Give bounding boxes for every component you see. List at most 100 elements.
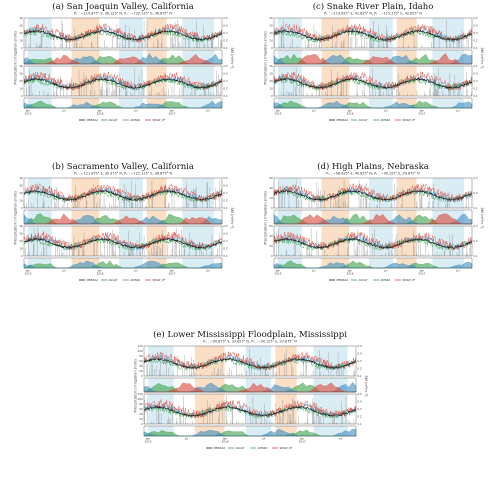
merra2-series-1-p1 <box>23 189 223 201</box>
ylabel-precip-3: Precipitation / Irrigation (mm) <box>264 191 268 245</box>
y-right-tick-4-p1-2: 0.3 <box>357 359 362 363</box>
y-right-tick-2-p2-3: 0.4 <box>473 72 478 76</box>
y-right-tick-4-p2-1: 0.2 <box>357 415 362 419</box>
y-right-tick-1-p1-3: 0.4 <box>223 184 228 188</box>
x-tick-0-4-1: 2017 <box>168 112 175 116</box>
y-left-tick-2-p2-4: 40 <box>269 64 273 68</box>
legend-label-merra2-3: MERRA2 <box>337 278 349 282</box>
strip-frame-2-p2 <box>273 97 473 109</box>
y-right-tick-3-p1-1: 0.2 <box>473 191 478 195</box>
axes-frame-1-p1 <box>23 177 223 209</box>
amsr2-series-0-p1 <box>23 28 223 44</box>
y-right-tick-4-p1-4: 0.5 <box>357 344 362 348</box>
y-right-tick-1-p1-0: 0.1 <box>223 206 228 210</box>
panel-title-2: (c) Snake River Plain, Idaho <box>313 1 434 12</box>
y-right-tick-0-p2-3: 0.4 <box>223 72 228 76</box>
x-tick-2-2-0: Jan <box>347 109 353 113</box>
y-left-tick-4-p2-3: 60 <box>139 407 143 411</box>
panel-title-0: (a) San Joaquin Valley, California <box>52 1 193 12</box>
legend-label-amsr2-2: AMSR2 <box>381 118 391 122</box>
y-left-tick-1-p1-0: 0 <box>21 206 23 210</box>
y-left-tick-3-p2-0: 0 <box>271 254 273 258</box>
y-right-tick-0-p1-4: 0.5 <box>223 16 228 20</box>
season-shade-4-p1-0 <box>148 346 174 376</box>
merra2-series-2-p2 <box>273 77 473 90</box>
y-left-tick-0-p2-2: 20 <box>19 79 23 83</box>
y-right-tick-1-p2-0: 0.1 <box>223 254 228 258</box>
y-right-tick-3-p2-2: 0.3 <box>473 224 478 228</box>
y-left-tick-4-p2-1: 20 <box>139 417 143 421</box>
smap-series-2-p1 <box>273 23 473 43</box>
y-right-tick-1-p2-4: 0.5 <box>223 224 228 228</box>
y-right-tick-1-p1-1: 0.2 <box>223 199 228 203</box>
x-tick-1-3-0: Jul <box>133 269 138 273</box>
legend-label-merra2-4: MERRA2 <box>214 446 226 450</box>
y-right-tick-3-p1-0: 0.1 <box>473 206 478 210</box>
legend-label-ascat-2: ASCAT <box>359 118 368 122</box>
panel-coords-0: P₁ : −119.875° E, 36.125° N, P₂ : −120.1… <box>74 12 172 16</box>
y-left-tick-2-p1-0: 0 <box>271 46 273 50</box>
y-left-tick-2-p1-2: 20 <box>269 31 273 35</box>
smap-series-4-p2 <box>143 399 357 419</box>
merra2-series-3-p2 <box>273 237 473 250</box>
y-left-tick-0-p1-1: 10 <box>19 39 23 43</box>
x-tick-2-5-0: Jul <box>455 109 460 113</box>
x-tick-0-4-0: Jan <box>169 109 175 113</box>
x-tick-2-4-1: 2017 <box>418 112 425 116</box>
y-right-tick-4-p2-3: 0.4 <box>357 400 362 404</box>
y-left-tick-0-p1-3: 30 <box>19 24 23 28</box>
panel-coords-4: P₁ : −90.875° E, 33.625° N, P₂ : −90.125… <box>203 340 297 344</box>
y-right-tick-0-p2-0: 0.1 <box>223 94 228 98</box>
legend-label-smap-4: SMAP_VF <box>280 446 293 450</box>
y-right-tick-0-p1-2: 0.3 <box>223 31 228 35</box>
strip-frame-4-p2 <box>143 425 357 437</box>
y-right-tick-4-p1-1: 0.2 <box>357 367 362 371</box>
season-shade-3-strip-p2-2 <box>369 258 393 268</box>
y-left-tick-1-p2-4: 40 <box>19 224 23 228</box>
season-shade-0-strip-p2-3 <box>146 98 167 108</box>
season-shade-1-p2-1 <box>71 226 100 256</box>
x-tick-3-2-1: 2016 <box>346 272 353 276</box>
x-tick-4-2-0: Jan <box>222 437 228 441</box>
y-right-tick-4-p1-3: 0.4 <box>357 352 362 356</box>
y-right-tick-1-p1-4: 0.5 <box>223 176 228 180</box>
panel-title-3: (d) High Plains, Nebraska <box>317 161 429 172</box>
y-left-tick-1-p2-2: 20 <box>19 239 23 243</box>
legend-label-smap-0: SMAP_VF <box>153 118 166 122</box>
x-tick-3-5-0: Jul <box>455 269 460 273</box>
smap-series-2-p2 <box>273 71 473 91</box>
y-left-tick-3-p1-0: 0 <box>271 206 273 210</box>
y-left-tick-0-p2-4: 40 <box>19 64 23 68</box>
y-right-tick-2-p2-1: 0.2 <box>473 87 478 91</box>
merra2-series-2-p1 <box>273 29 473 41</box>
season-shade-4-strip-p2-4 <box>313 426 348 436</box>
y-left-tick-3-p1-1: 20 <box>269 196 273 200</box>
legend-label-amsr2-1: AMSR2 <box>131 278 141 282</box>
season-shade-4-p1-2 <box>245 346 272 376</box>
ylabel-sm-2: SM (m³m⁻³) <box>480 47 484 69</box>
y-left-tick-4-p1-3: 60 <box>139 359 143 363</box>
merra2-series-4-p1 <box>143 357 357 369</box>
x-tick-0-2-0: Jan <box>97 109 103 113</box>
y-left-tick-1-p1-3: 30 <box>19 184 23 188</box>
merra2-series-3-p1 <box>274 189 473 201</box>
y-right-tick-4-p2-2: 0.3 <box>357 407 362 411</box>
x-tick-2-0-1: 2015 <box>274 112 281 116</box>
y-left-tick-3-p2-2: 40 <box>269 234 273 238</box>
x-tick-1-0-1: 2015 <box>24 272 31 276</box>
y-left-tick-4-p1-4: 80 <box>139 354 143 358</box>
smap-series-4-p1 <box>143 351 357 371</box>
y-left-tick-4-p1-0: 0 <box>141 374 143 378</box>
season-shade-3-p2-2 <box>369 226 393 256</box>
y-right-tick-0-p2-2: 0.3 <box>223 79 228 83</box>
season-shade-1-p2-4 <box>182 226 215 256</box>
legend-label-amsr2-0: AMSR2 <box>131 118 141 122</box>
amsr2-series-0-p2 <box>23 76 223 92</box>
ylabel-sm-3: SM (m³m⁻³) <box>480 207 484 229</box>
season-shade-0-p2-0 <box>27 66 52 96</box>
x-tick-0-1-0: Jul <box>61 109 66 113</box>
y-right-tick-0-p1-0: 0.1 <box>223 46 228 50</box>
strip-frame-3-p1 <box>273 209 473 225</box>
strip-frame-1-p1 <box>23 209 223 225</box>
ascat-series-2-p2 <box>273 74 473 91</box>
